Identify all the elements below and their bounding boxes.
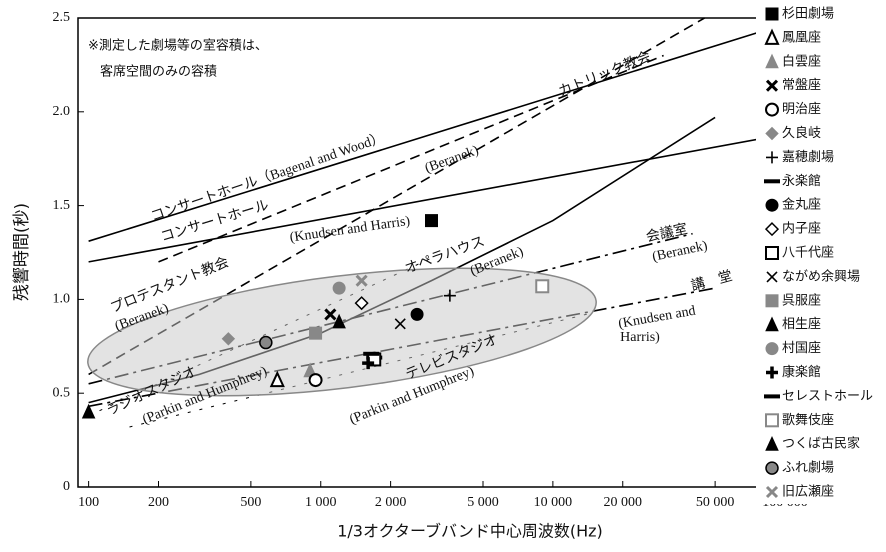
reference-line <box>88 30 763 242</box>
data-point <box>535 279 550 294</box>
data-point <box>362 357 375 370</box>
data-point <box>221 332 236 346</box>
legend-marker <box>765 198 779 212</box>
data-point <box>259 335 273 350</box>
curve-label: (Knudsen and Harris) <box>289 214 412 246</box>
x-tick-label: 5 000 <box>467 495 499 510</box>
data-point <box>355 274 368 287</box>
data-point <box>81 403 96 419</box>
x-tick-label: 2 000 <box>375 495 407 510</box>
x-tick-label: 100 <box>78 495 99 510</box>
data-point <box>269 370 285 388</box>
legend-marker <box>765 485 779 499</box>
x-tick-label: 1 000 <box>305 495 337 510</box>
data-point <box>354 296 369 311</box>
legend-label: 相生座 <box>782 317 821 332</box>
curve-label: 講 堂 <box>689 268 734 294</box>
legend-label: 嘉穂劇場 <box>782 150 834 165</box>
y-tick-label: 0.5 <box>53 385 71 400</box>
x-axis-label: 1/3オクターブバンド中心周波数(Hz) <box>337 522 603 541</box>
data-point <box>332 313 346 329</box>
x-tick-label: 10 000 <box>534 495 573 510</box>
note: 客席空間のみの容積 <box>100 64 217 80</box>
curve-label: カトリック教会 <box>556 49 653 101</box>
legend-marker <box>766 271 778 283</box>
highlight-ellipse <box>87 267 597 397</box>
curve-label: 会議室 <box>644 220 689 245</box>
x-tick-label: 20 000 <box>604 495 643 510</box>
legend-label: 明治座 <box>782 102 821 117</box>
legend-label: 常盤座 <box>782 78 821 93</box>
reference-line <box>88 133 786 263</box>
data-point <box>363 351 380 356</box>
legend-marker <box>765 294 779 308</box>
legend-label: 内子座 <box>782 221 821 237</box>
data-point <box>443 289 456 302</box>
legend-marker <box>765 316 779 332</box>
legend-label: ながめ余興場 <box>782 268 860 284</box>
legend-marker <box>764 28 780 45</box>
legend-label: 康楽館 <box>782 364 821 380</box>
legend-marker <box>764 179 780 184</box>
y-tick-label: 0 <box>63 479 70 494</box>
legend-marker <box>765 436 779 451</box>
legend-label: 鳳凰座 <box>782 30 821 45</box>
data-point <box>309 326 323 340</box>
legend-marker <box>764 394 780 399</box>
x-tick-label: 200 <box>148 495 169 510</box>
curve-label: (Beranek) <box>423 143 481 176</box>
y-axis-label: 残響時間(秒) <box>12 203 32 301</box>
reference-line <box>88 232 693 385</box>
legend-marker <box>765 53 779 69</box>
data-point <box>394 318 406 330</box>
legend-marker <box>765 79 779 92</box>
legend-marker <box>766 366 778 379</box>
legend-marker <box>765 7 779 21</box>
legend-marker <box>765 246 779 260</box>
legend-marker <box>765 413 779 428</box>
legend-label: 旧広瀬座 <box>782 485 834 500</box>
legend-label: 歌舞伎座 <box>782 413 834 428</box>
data-point <box>308 373 323 388</box>
legend-label: セレストホール <box>782 389 873 404</box>
data-point <box>332 281 346 295</box>
legend-label: 久良岐 <box>782 125 821 141</box>
data-point <box>425 214 438 228</box>
y-tick-label: 1.5 <box>53 198 71 213</box>
legend-marker <box>765 126 779 141</box>
curve-label: Harris) <box>620 330 660 345</box>
curve-label: (Knudsen and <box>617 304 697 332</box>
x-tick-label: 500 <box>240 495 261 510</box>
legend-label: 金丸座 <box>782 197 821 213</box>
legend-label: 白雲座 <box>782 53 821 69</box>
legend-marker <box>766 151 778 164</box>
legend-marker <box>765 461 779 475</box>
legend-label: つくば古民家 <box>782 436 860 452</box>
legend-marker <box>764 222 780 237</box>
legend-label: 村国座 <box>782 341 821 356</box>
data-point <box>410 307 424 321</box>
legend-label: 八千代座 <box>782 246 834 261</box>
legend-label: ふれ劇場 <box>782 461 834 476</box>
legend-label: 呉服座 <box>782 293 821 308</box>
data-point <box>324 308 337 321</box>
y-tick-label: 1.0 <box>53 292 71 307</box>
legend-label: 永楽館 <box>782 173 821 189</box>
y-tick-label: 2.0 <box>53 104 71 119</box>
legend-label: 杉田劇場 <box>782 7 834 22</box>
legend-marker <box>765 102 779 117</box>
y-tick-label: 2.5 <box>53 10 71 25</box>
x-tick-label: 50 000 <box>696 495 735 510</box>
legend-marker <box>765 342 779 356</box>
note: ※測定した劇場等の室容積は、 <box>88 38 268 54</box>
